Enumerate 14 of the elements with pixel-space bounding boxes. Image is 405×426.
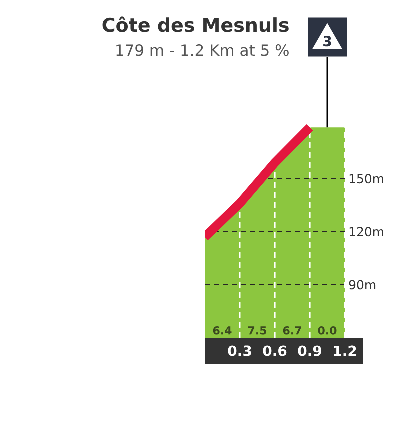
y-tick-label: 150m bbox=[350, 174, 384, 184]
x-tick-label: 0.6 bbox=[263, 346, 287, 356]
y-tick-label: 120m bbox=[350, 227, 384, 237]
annotation: 6.4 bbox=[213, 326, 232, 335]
x-tick-label: 0.3 bbox=[228, 346, 252, 356]
annotation: 6.7 bbox=[283, 326, 302, 335]
annotation: 0.0 bbox=[318, 326, 337, 335]
annotation: 7.5 bbox=[248, 326, 266, 335]
y-tick-label: 90m bbox=[349, 280, 376, 290]
annotation: 3 bbox=[324, 36, 332, 47]
x-tick-label: 0.9 bbox=[298, 346, 322, 356]
chart-title: Côte des Mesnuls bbox=[102, 16, 289, 32]
x-tick-label: 1.2 bbox=[334, 346, 356, 356]
chart-subtitle: 179 m - 1.2 Km at 5 % bbox=[116, 44, 289, 56]
